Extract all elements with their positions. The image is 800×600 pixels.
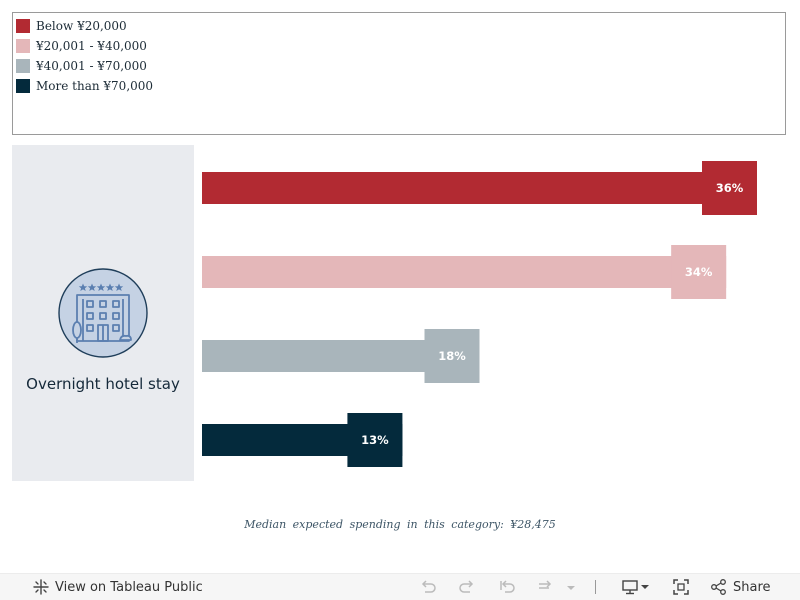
tableau-toolbar: View on Tableau Public	[0, 573, 800, 600]
legend-swatch	[16, 39, 30, 53]
refresh-icon[interactable]	[536, 578, 554, 596]
bar-2[interactable]	[202, 256, 727, 288]
legend-item-40001-70000[interactable]: ¥40,001 - ¥70,000	[16, 56, 147, 76]
legend-swatch	[16, 79, 30, 93]
bar-data-label-4: 13%	[361, 433, 389, 447]
bar-data-label-2: 34%	[685, 265, 713, 279]
bar-label-box-3	[424, 329, 480, 383]
bar-1[interactable]	[202, 172, 757, 204]
legend-label: ¥20,001 - ¥40,000	[36, 39, 147, 53]
legend-label: ¥40,001 - ¥70,000	[36, 59, 147, 73]
bar-label-box-1	[702, 161, 757, 215]
footnote: Median expected spending in this categor…	[244, 518, 556, 531]
view-on-tableau-public-label: View on Tableau Public	[55, 579, 203, 595]
download-icon	[622, 580, 638, 595]
toolbar-separator	[595, 580, 596, 594]
share-label: Share	[733, 579, 771, 595]
bar-label-box-4	[347, 413, 403, 467]
bar-chart: 36% 34% 18% 13%	[202, 161, 757, 467]
category-label: Overnight hotel stay	[26, 375, 180, 393]
legend: Below ¥20,000 ¥20,001 - ¥40,000 ¥40,001 …	[12, 12, 786, 135]
tableau-logo-icon	[33, 579, 49, 595]
chevron-down-icon[interactable]	[562, 578, 580, 596]
redo-icon[interactable]	[458, 578, 476, 596]
legend-swatch	[16, 19, 30, 33]
bar-label-box-2	[671, 245, 727, 299]
legend-item-more-than-70000[interactable]: More than ¥70,000	[16, 76, 153, 96]
revert-icon[interactable]	[498, 578, 516, 596]
fullscreen-icon[interactable]	[672, 578, 690, 596]
undo-icon[interactable]	[419, 578, 437, 596]
share-button[interactable]: Share	[710, 578, 771, 596]
chevron-down-icon	[641, 585, 649, 589]
legend-label: More than ¥70,000	[36, 79, 154, 93]
view-on-tableau-public-link[interactable]: View on Tableau Public	[32, 578, 203, 596]
category-panel: Overnight hotel stay	[12, 145, 194, 481]
hotel-icon	[58, 268, 148, 358]
bar-data-label-1: 36%	[716, 181, 744, 195]
bar-data-label-3: 18%	[438, 349, 466, 363]
download-button[interactable]	[621, 578, 651, 596]
legend-swatch	[16, 59, 30, 73]
legend-item-below-20000[interactable]: Below ¥20,000	[16, 16, 127, 36]
legend-item-20001-40000[interactable]: ¥20,001 - ¥40,000	[16, 36, 147, 56]
legend-label: Below ¥20,000	[36, 19, 127, 33]
share-icon	[711, 579, 726, 595]
